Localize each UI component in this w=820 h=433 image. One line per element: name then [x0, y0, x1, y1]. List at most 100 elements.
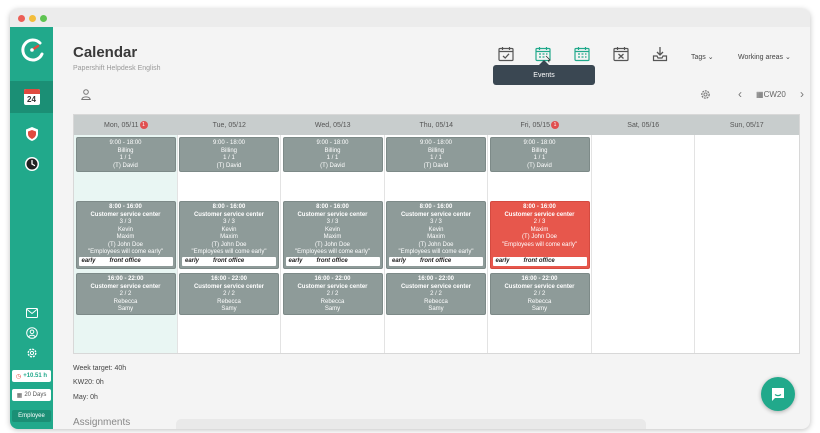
kw-hours-text: KW20: 0h — [73, 379, 104, 386]
shift-person: Samy — [324, 306, 341, 312]
tags-dropdown[interactable]: Tags ⌄ — [691, 53, 714, 61]
shift-tags: early front office — [492, 257, 587, 266]
role-label: Employee — [18, 413, 45, 419]
week-calendar: Mon, 05/11 1 Tue, 05/12 Wed, 05/13 Thu, 0… — [73, 114, 800, 354]
tag-early: early — [392, 258, 407, 264]
shift-card-service-late[interactable]: 16:00 - 22:00 Customer service center 2 … — [75, 273, 176, 315]
sidebar-item-absences[interactable] — [10, 123, 53, 145]
tag-front-office: front office — [316, 258, 348, 264]
shift-name: Billing — [324, 147, 341, 154]
shift-count: 2 / 3 — [533, 219, 546, 225]
settings-gear-icon[interactable] — [700, 89, 711, 100]
sidebar-item-time-tracking[interactable] — [10, 153, 53, 175]
shift-tags: early front office — [389, 257, 483, 266]
calendar-header: Mon, 05/11 1 Tue, 05/12 Wed, 05/13 Thu, 0… — [74, 115, 799, 135]
shift-person: Maxim — [427, 234, 445, 240]
shift-card-billing[interactable]: 9:00 - 18:00 Billing 1 / 1 (T) David — [386, 137, 486, 172]
clock-icon — [24, 157, 39, 171]
sidebar-item-messages[interactable] — [10, 305, 53, 321]
calendar-grid-icon[interactable] — [573, 45, 591, 63]
shift-person: Maxim — [530, 226, 549, 233]
vacation-days-badge[interactable]: ▦ 20 Days — [12, 389, 51, 401]
day-header-mon[interactable]: Mon, 05/11 1 — [74, 115, 178, 135]
day-column-thu[interactable] — [385, 135, 488, 353]
shift-note: "Employees will come early" — [191, 249, 267, 255]
shift-name: Customer service center — [193, 211, 265, 218]
sidebar-item-settings[interactable] — [10, 345, 53, 361]
calendar-remove-icon[interactable] — [612, 45, 630, 63]
week-target-text: Week target: 40h — [73, 365, 127, 372]
shift-card-service-early[interactable]: 8:00 - 16:00 Customer service center 3 /… — [282, 201, 383, 269]
shift-person: Samy — [221, 306, 237, 312]
shift-person: Rebecca — [527, 298, 552, 305]
close-window-button[interactable] — [18, 15, 25, 22]
overtime-badge[interactable]: ◷ +10.51 h — [12, 370, 51, 382]
shift-card-billing[interactable]: 9:00 - 18:00 Billing 1 / 1 (T) David — [282, 137, 383, 172]
shift-person: Rebecca — [424, 298, 448, 305]
day-label: Tue, 05/12 — [212, 121, 246, 129]
maximize-window-button[interactable] — [40, 15, 47, 22]
shift-tags: early front office — [78, 257, 173, 266]
minimize-window-button[interactable] — [29, 15, 36, 22]
shift-card-billing[interactable]: 9:00 - 18:00 Billing 1 / 1 (T) David — [489, 137, 590, 172]
week-selector[interactable]: ▦CW20 — [756, 90, 786, 99]
sidebar-item-profile[interactable] — [10, 325, 53, 341]
shift-time: 16:00 - 22:00 — [521, 276, 558, 282]
day-header-fri[interactable]: Fri, 05/15 1 — [488, 115, 592, 135]
calendar-check-icon[interactable] — [497, 45, 515, 63]
tag-front-office: front office — [523, 258, 555, 264]
shift-count: 1 / 1 — [326, 155, 339, 161]
logo-icon — [20, 38, 43, 62]
shift-count: 2 / 2 — [223, 291, 235, 297]
day-column-tue[interactable] — [178, 135, 281, 353]
working-areas-dropdown[interactable]: Working areas ⌄ — [738, 53, 791, 61]
shift-card-service-late[interactable]: 16:00 - 22:00 Customer service center 2 … — [282, 273, 383, 315]
sidebar: 24 — [10, 27, 53, 429]
shift-card-service-early[interactable]: 8:00 - 16:00 Customer service center 3 /… — [179, 201, 279, 269]
shift-card-service-early-understaffed[interactable]: 8:00 - 16:00 Customer service center 2 /… — [489, 201, 590, 269]
shift-note: "Employees will come early" — [295, 249, 370, 255]
next-week-button[interactable]: › — [800, 87, 804, 101]
shift-card-billing[interactable]: 9:00 - 18:00 Billing 1 / 1 (T) David — [75, 137, 176, 172]
day-header-sat[interactable]: Sat, 05/16 — [592, 115, 696, 135]
shift-card-service-early[interactable]: 8:00 - 16:00 Customer service center 3 /… — [386, 201, 486, 269]
shift-count: 2 / 2 — [326, 291, 339, 297]
week-label: CW20 — [763, 90, 786, 99]
shift-count: 1 / 1 — [119, 155, 132, 161]
day-header-tue[interactable]: Tue, 05/12 — [178, 115, 282, 135]
chat-icon — [772, 388, 784, 401]
shift-person: (T) John Doe — [314, 241, 350, 248]
shift-card-service-late[interactable]: 16:00 - 22:00 Customer service center 2 … — [489, 273, 590, 315]
previous-week-button[interactable]: ‹ — [738, 87, 742, 101]
shift-person: Rebecca — [320, 298, 345, 305]
shift-card-service-late[interactable]: 16:00 - 22:00 Customer service center 2 … — [179, 273, 279, 315]
role-badge[interactable]: Employee — [12, 410, 51, 422]
download-icon[interactable] — [651, 45, 669, 63]
shift-note: "Employees will come early" — [398, 249, 474, 255]
shift-count: 1 / 1 — [430, 155, 442, 161]
day-header-wed[interactable]: Wed, 05/13 — [281, 115, 385, 135]
shift-person: (T) John Doe — [521, 234, 557, 240]
shift-count: 3 / 3 — [326, 219, 339, 225]
day-header-sun[interactable]: Sun, 05/17 — [695, 115, 799, 135]
shift-name: Billing — [220, 147, 237, 154]
day-column-wed[interactable] — [281, 135, 385, 353]
day-column-sat[interactable] — [592, 135, 695, 353]
sidebar-item-calendar[interactable]: 24 — [10, 81, 53, 113]
shift-time: 16:00 - 22:00 — [417, 276, 455, 282]
shift-card-service-early[interactable]: 8:00 - 16:00 Customer service center 3 /… — [75, 201, 176, 269]
day-column-sun[interactable] — [695, 135, 799, 353]
chat-button[interactable] — [761, 377, 795, 411]
shield-icon — [25, 127, 38, 141]
clock-small-icon: ◷ — [15, 373, 22, 380]
chevron-down-icon: ⌄ — [707, 54, 714, 61]
shift-time: 16:00 - 22:00 — [314, 276, 351, 282]
shift-card-billing[interactable]: 9:00 - 18:00 Billing 1 / 1 (T) David — [179, 137, 279, 172]
day-header-thu[interactable]: Thu, 05/14 — [385, 115, 489, 135]
day-column-fri[interactable] — [488, 135, 592, 353]
shift-person: Maxim — [220, 234, 238, 240]
user-icon[interactable] — [81, 89, 91, 100]
shift-person: Rebecca — [113, 298, 138, 305]
app-logo[interactable] — [10, 33, 53, 67]
shift-card-service-late[interactable]: 16:00 - 22:00 Customer service center 2 … — [386, 273, 486, 315]
